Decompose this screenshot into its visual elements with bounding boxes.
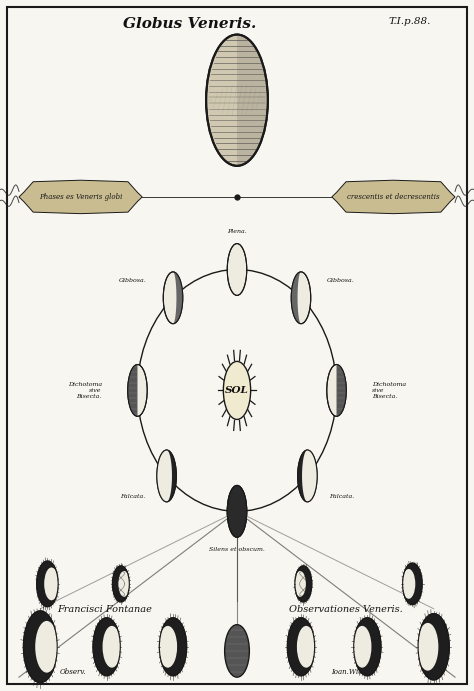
Ellipse shape [353, 626, 372, 668]
Text: Gibbosa.: Gibbosa. [327, 278, 355, 283]
Polygon shape [302, 450, 317, 502]
Ellipse shape [287, 618, 315, 676]
Ellipse shape [128, 365, 147, 416]
Ellipse shape [291, 272, 311, 323]
Ellipse shape [223, 361, 251, 419]
Text: Francisci Fontanae: Francisci Fontanae [57, 605, 152, 614]
Ellipse shape [44, 567, 59, 600]
Ellipse shape [227, 485, 247, 538]
Text: T.I.p.88.: T.I.p.88. [389, 17, 431, 26]
Text: Dichotoma
sive
Bisecta.: Dichotoma sive Bisecta. [68, 382, 102, 399]
Ellipse shape [402, 563, 422, 605]
Ellipse shape [158, 626, 177, 668]
Text: Observ.: Observ. [60, 668, 87, 676]
Ellipse shape [157, 450, 176, 502]
Text: Plena.: Plena. [227, 229, 247, 234]
Ellipse shape [327, 365, 346, 416]
Ellipse shape [402, 569, 415, 599]
Polygon shape [19, 180, 142, 214]
Ellipse shape [157, 450, 176, 502]
Polygon shape [332, 180, 455, 214]
Text: Ioan.Wielij.: Ioan.Wielij. [331, 668, 371, 676]
Text: crescentis et decrescentis: crescentis et decrescentis [347, 193, 440, 201]
Ellipse shape [163, 272, 183, 323]
Ellipse shape [227, 485, 247, 538]
Polygon shape [157, 450, 172, 502]
Ellipse shape [354, 618, 381, 676]
Polygon shape [173, 272, 183, 323]
Ellipse shape [418, 614, 449, 680]
Ellipse shape [102, 626, 121, 668]
Text: Falcata.: Falcata. [328, 494, 354, 499]
Ellipse shape [298, 450, 317, 502]
Text: Globus Veneris.: Globus Veneris. [123, 17, 256, 31]
Text: Dichotoma
sive
Bisecta.: Dichotoma sive Bisecta. [372, 382, 406, 399]
Polygon shape [337, 365, 346, 416]
Ellipse shape [225, 625, 249, 677]
Polygon shape [128, 365, 137, 416]
Ellipse shape [227, 244, 247, 296]
Ellipse shape [298, 450, 317, 502]
Ellipse shape [206, 35, 268, 166]
Polygon shape [237, 35, 268, 166]
Text: Observationes Veneris.: Observationes Veneris. [289, 605, 403, 614]
Ellipse shape [297, 626, 316, 668]
Text: Falcata.: Falcata. [120, 494, 146, 499]
Ellipse shape [417, 623, 438, 671]
Text: SOL: SOL [225, 386, 249, 395]
Polygon shape [291, 272, 301, 323]
Ellipse shape [36, 561, 58, 607]
Ellipse shape [112, 566, 129, 602]
Ellipse shape [295, 566, 312, 602]
Ellipse shape [93, 618, 120, 676]
Ellipse shape [159, 618, 187, 676]
Ellipse shape [118, 571, 130, 597]
Ellipse shape [35, 621, 58, 672]
Text: Phases es Veneris globi: Phases es Veneris globi [39, 193, 122, 201]
Ellipse shape [23, 611, 57, 683]
Text: Gibbosa.: Gibbosa. [119, 278, 147, 283]
Ellipse shape [294, 571, 306, 597]
Text: Silens et obscum.: Silens et obscum. [209, 547, 265, 552]
